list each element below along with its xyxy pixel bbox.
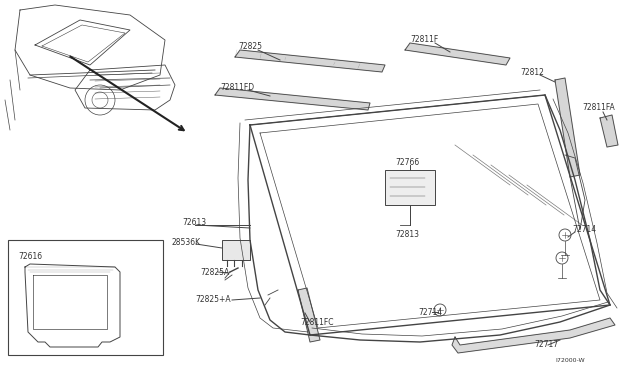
Bar — [222, 240, 250, 260]
Text: 72813: 72813 — [395, 230, 419, 239]
Text: 72616: 72616 — [18, 252, 42, 261]
Text: 72811F: 72811F — [410, 35, 438, 44]
Text: 72812: 72812 — [520, 68, 544, 77]
Text: 72613: 72613 — [182, 218, 206, 227]
Text: 72811FA: 72811FA — [582, 103, 615, 112]
Text: 72825+A: 72825+A — [195, 295, 230, 304]
Text: 72714: 72714 — [418, 308, 442, 317]
Text: 72811FD: 72811FD — [220, 83, 254, 92]
Text: 72717: 72717 — [534, 340, 558, 349]
Bar — [8, 240, 163, 355]
Polygon shape — [215, 88, 370, 110]
Polygon shape — [600, 115, 618, 147]
Text: 72811FC: 72811FC — [300, 318, 333, 327]
Text: 72714: 72714 — [572, 225, 596, 234]
Text: 28536K: 28536K — [172, 238, 201, 247]
Polygon shape — [555, 78, 580, 177]
Polygon shape — [405, 43, 510, 65]
Text: 72825: 72825 — [238, 42, 262, 51]
Polygon shape — [452, 318, 615, 353]
Text: 72825A: 72825A — [200, 268, 229, 277]
Text: 72766: 72766 — [395, 158, 419, 167]
Polygon shape — [235, 50, 385, 72]
Bar — [385, 170, 435, 205]
Text: I72000-W: I72000-W — [555, 358, 584, 363]
Polygon shape — [298, 288, 320, 342]
